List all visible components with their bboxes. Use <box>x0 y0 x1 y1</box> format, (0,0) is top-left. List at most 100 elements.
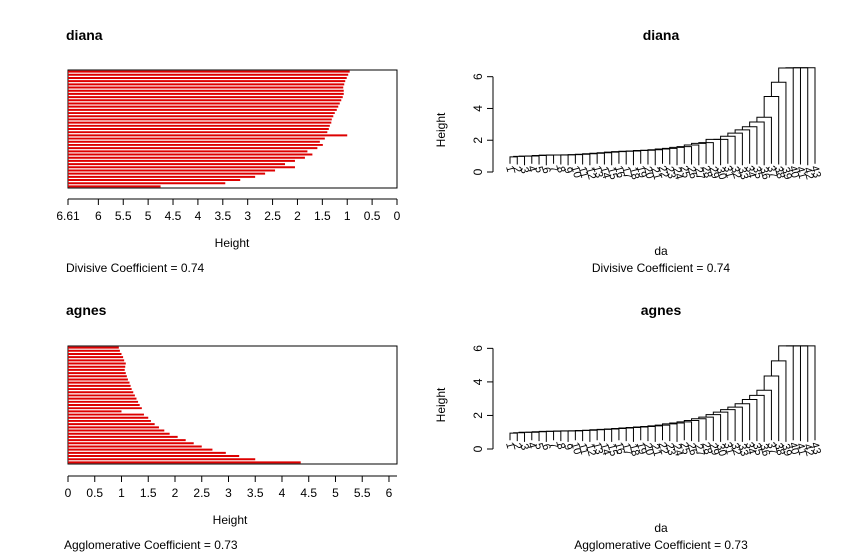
diana-dendrogram-merge <box>713 138 729 164</box>
agnes-dendrogram-leaf-label: 24 <box>670 443 685 458</box>
diana-dendrogram-y-axis: 0 2 4 6 <box>471 73 494 175</box>
diana-dendrogram-merge <box>647 149 663 164</box>
agnes-dendrogram-y-axis: 0 2 4 6 <box>471 345 494 452</box>
agnes-dendrogram-leaf-label: 31 <box>721 441 736 456</box>
agnes-banner-coef-label: Agglomerative Coefficient = 0.73 <box>64 538 238 552</box>
diana-dendrogram-coef-label: Divisive Coefficient = 0.74 <box>592 261 731 275</box>
agnes-dendrogram-merge <box>640 426 656 442</box>
diana-dendrogram-leaf-label: 26 <box>685 165 700 180</box>
agnes-dendrogram-merge <box>734 403 751 441</box>
agnes-dendrogram-coef-text: Agglomerative Coefficient = <box>574 538 721 552</box>
agnes-dendrogram-coef-value: 0.73 <box>724 538 748 552</box>
diana-dendrogram-merge <box>756 116 772 164</box>
diana-banner-bars <box>68 70 350 188</box>
agnes-dendrogram-merge <box>654 424 671 442</box>
diana-dendrogram-leaf-label: 36 <box>757 166 772 181</box>
diana-dendrogram-coef-value: 0.74 <box>707 261 731 275</box>
agnes-dendrogram-leaf-label: 38 <box>772 442 787 457</box>
diana-banner-tick-label: 6 <box>95 209 102 223</box>
diana-dendrogram-merge <box>518 155 533 164</box>
diana-dendrogram-leaf-label: 42 <box>801 166 816 181</box>
agnes-banner-tick-label: 4.5 <box>300 486 317 500</box>
agnes-dendrogram-leaf-label: 25 <box>677 441 692 456</box>
diana-dendrogram-merge <box>618 150 634 166</box>
agnes-banner-tick-label: 1.5 <box>140 486 157 500</box>
diana-banner-tick-label: 1 <box>344 209 351 223</box>
diana-dendrogram-leaf-label: 25 <box>677 164 692 179</box>
agnes-dendrogram-leaf-label: 37 <box>765 441 780 456</box>
diana-dendrogram-merge <box>800 67 816 164</box>
diana-dendrogram-title: diana <box>643 27 680 43</box>
agnes-dendrogram-y-tick-label: 0 <box>471 445 485 452</box>
agnes-banner-tick-label: 4 <box>279 486 286 500</box>
diana-dendrogram-coef-text: Divisive Coefficient = <box>592 261 704 275</box>
diana-banner-coef-text: Divisive Coefficient = <box>66 261 178 275</box>
diana-dendrogram-xlabel: da <box>654 244 668 258</box>
agnes-dendrogram-leaf-label: 18 <box>627 443 642 458</box>
agnes-dendrogram-merge <box>632 426 649 442</box>
diana-banner-panel: diana 6.61 6 5.5 5 4.5 4 3.5 3 2.5 2 1.5 1 0.5 0 Heig… <box>56 27 400 275</box>
agnes-dendrogram-leaf-label: 34 <box>743 441 758 456</box>
agnes-dendrogram-merge <box>553 430 569 442</box>
agnes-dendrogram-merge <box>525 431 540 442</box>
diana-dendrogram-leaf-label: 33 <box>735 166 750 181</box>
diana-dendrogram-leaf-label: 37 <box>765 164 780 179</box>
diana-dendrogram-leaf-label: 16 <box>612 164 627 179</box>
agnes-dendrogram-merge <box>603 428 620 441</box>
diana-dendrogram-merge <box>741 126 758 165</box>
agnes-dendrogram-leaf-label: 19 <box>634 441 649 456</box>
agnes-banner-bars <box>68 346 301 464</box>
diana-dendrogram-merge <box>574 153 591 166</box>
diana-dendrogram-merge <box>705 138 722 166</box>
agnes-dendrogram-merge <box>582 429 598 441</box>
agnes-dendrogram-merge <box>712 411 729 441</box>
diana-dendrogram-leaf-label: 18 <box>627 166 642 181</box>
agnes-banner-tick-label: 5 <box>332 486 339 500</box>
agnes-banner-tick-label: 2.5 <box>193 486 210 500</box>
diana-dendrogram-leaf-label: 13 <box>590 164 605 179</box>
agnes-dendrogram-leaf-label: 28 <box>699 441 714 456</box>
agnes-dendrogram-leaf-label: 12 <box>583 443 598 458</box>
agnes-dendrogram-merge <box>749 394 765 442</box>
diana-banner-tick-label: 6.61 <box>56 209 80 223</box>
diana-dendrogram-y-tick-label: 2 <box>471 137 485 144</box>
agnes-dendrogram-leaf-label: 13 <box>590 441 605 456</box>
diana-dendrogram-leaf-label: 14 <box>598 165 613 180</box>
agnes-dendrogram-leaf-label: 20 <box>641 442 656 457</box>
diana-dendrogram-ylabel: Height <box>434 112 448 147</box>
agnes-dendrogram-merge <box>676 421 693 442</box>
diana-dendrogram-merge <box>691 142 707 164</box>
agnes-dendrogram-leaf-label: 39 <box>779 443 794 458</box>
agnes-dendrogram-merge <box>647 425 663 441</box>
diana-dendrogram-leaf-label: 9 <box>561 166 574 175</box>
diana-banner-tick-label: 3.5 <box>214 209 231 223</box>
agnes-dendrogram-leaf-label: 21 <box>648 443 663 458</box>
agnes-dendrogram-leaf-label: 5 <box>532 442 545 451</box>
diana-dendrogram-leaf-label: 39 <box>779 166 794 181</box>
diana-dendrogram-merge <box>545 154 562 165</box>
agnes-dendrogram-title: agnes <box>641 302 682 318</box>
agnes-dendrogram-leaf-label: 3 <box>518 443 531 452</box>
agnes-banner-tick-label: 6 <box>386 486 393 500</box>
agnes-dendrogram-y-tick-label: 4 <box>471 378 485 385</box>
diana-dendrogram-leaf-label: 41 <box>794 165 809 180</box>
agnes-dendrogram-y-tick-label: 2 <box>471 412 485 419</box>
diana-dendrogram-leaf-label: 22 <box>656 164 671 179</box>
diana-dendrogram-merge <box>654 148 671 165</box>
agnes-dendrogram-leaf-label: 9 <box>561 443 574 452</box>
agnes-dendrogram-leaf-label: 1 <box>503 441 516 450</box>
agnes-banner-coef-value: 0.73 <box>214 538 238 552</box>
agnes-banner-tick-label: 3.5 <box>247 486 264 500</box>
diana-dendrogram-leaf-label: 23 <box>663 165 678 180</box>
agnes-banner-tick-label: 0.5 <box>86 486 103 500</box>
diana-banner-tick-label: 2.5 <box>264 209 281 223</box>
agnes-dendrogram-leaf-label: 15 <box>605 443 620 458</box>
diana-banner-tick-label: 5 <box>145 209 152 223</box>
agnes-dendrogram-coef-label: Agglomerative Coefficient = 0.73 <box>574 538 748 552</box>
diana-dendrogram-tree <box>509 67 816 166</box>
agnes-dendrogram-merge <box>778 345 794 441</box>
diana-dendrogram-leaf-label: 34 <box>743 164 758 179</box>
